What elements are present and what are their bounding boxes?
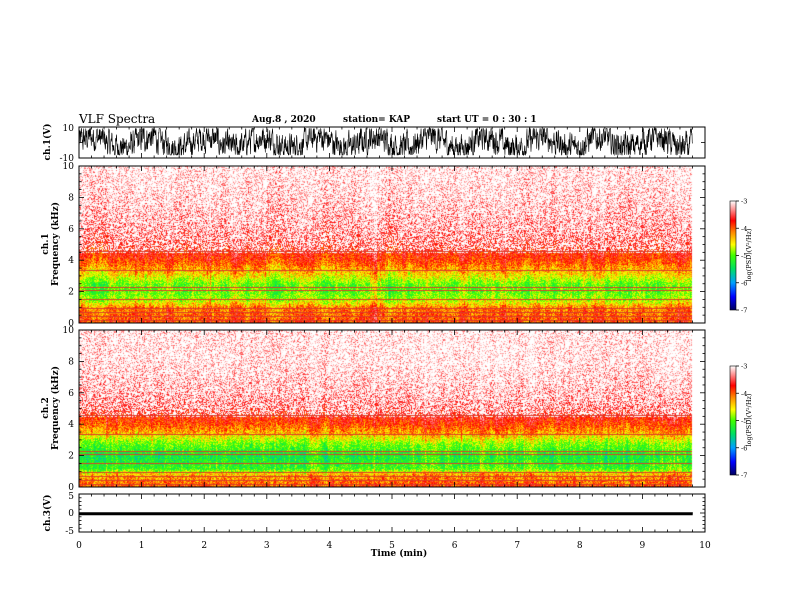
ch1-ylabel: ch.1(V) [42,124,53,161]
ch1-spec-ytick-label: 2 [68,288,74,298]
ch1-colorbar: -3 -4 -5 -6 -7 log(PSD)(V²/Hz) [729,198,753,315]
x-tick-label: 4 [327,541,333,551]
colorbar-tick-label: -5 [741,417,747,425]
colorbar-tick-label: -6 [741,279,747,287]
ch1-ytick-top: 10 [63,124,75,134]
ch2-freq-ylabel-line1: ch.2 [41,397,51,418]
x-tick-label: 10 [699,541,711,551]
x-tick-label: 1 [139,541,145,551]
x-tick-label: 6 [452,541,458,551]
ch1-colorbar-label: log(PSD)(V²/Hz) [745,228,753,281]
colorbar-tick-label: -4 [741,390,747,398]
ch2-spectrogram-image [79,330,705,487]
ch2-freq-ylabel-line2: Frequency (kHz) [50,366,61,450]
colorbar-tick-label: -7 [741,307,747,315]
ch2-spec-ytick-label: 6 [68,389,74,399]
x-axis-label: Time (min) [371,548,428,559]
ch1-colorbar-gradient [729,200,737,311]
x-tick-label: 8 [577,541,583,551]
ch3-waveform-trace [78,512,693,516]
ch3-ytick-top: 5 [68,492,74,502]
ch1-ytick-bottom: -10 [60,154,75,164]
start-time-label: start UT = 0 : 30 : 1 [437,115,537,125]
colorbar-tick-label: -6 [741,444,747,452]
ch2-spectrogram-ticks: 0 2 4 6 8 10 [63,326,706,493]
x-tick-label: 0 [76,541,82,551]
ch2-spec-ytick-label: 8 [68,357,74,367]
date-label: Aug.8 , 2020 [251,115,316,125]
ch1-spec-ytick-label: 6 [68,225,74,235]
ch2-spec-ytick-label: 2 [68,452,74,462]
x-tick-label: 7 [514,541,520,551]
colorbar-tick-label: -5 [741,252,747,260]
ch2-spec-ytick-label: 0 [68,483,74,493]
ch2-colorbar-ticks: -3 -4 -5 -6 -7 [736,363,747,480]
ch2-spectrogram-panel: 0 2 4 6 8 10 ch.2 Frequency (kHz) [41,326,706,493]
ch1-spec-ytick-label: 8 [68,193,74,203]
ch2-spec-ytick-label: 4 [68,420,74,430]
ch1-spec-ytick-label: 0 [68,319,74,329]
x-tick-label: 5 [389,541,395,551]
ch3-waveform-panel: 5 0 -5 ch.3(V) 0 1 2 3 4 5 6 7 8 9 10 Time (min) [42,492,711,559]
ch1-spec-ytick-label: 10 [63,162,75,172]
figure-title: VLF Spectra [78,112,155,126]
ch2-colorbar-label: log(PSD)(V²/Hz) [745,393,753,446]
x-tick-label: 2 [201,541,207,551]
ch1-spec-ytick-label: 4 [68,256,74,266]
ch1-waveform-trace [78,127,693,156]
ch1-waveform-ticks [78,126,706,159]
ch1-spectrogram-image [79,166,705,323]
ch3-ytick-mid: 0 [68,509,74,519]
ch2-colorbar-gradient [729,365,737,476]
ch1-freq-ylabel-line1: ch.1 [41,233,51,254]
station-label: station= KAP [343,115,410,125]
ch1-spectrogram-panel: 0 2 4 6 8 10 ch.1 Frequency (kHz) [41,162,706,329]
colorbar-tick-label: -4 [741,225,747,233]
ch2-spec-ytick-label: 10 [63,326,75,336]
ch1-freq-ylabel-line2: Frequency (kHz) [50,202,61,286]
ch1-waveform-panel: 10 -10 ch.1(V) [42,124,706,164]
colorbar-tick-label: -3 [741,363,747,371]
x-axis-tick-labels: 0 1 2 3 4 5 6 7 8 9 10 [76,541,711,551]
ch1-colorbar-ticks: -3 -4 -5 -6 -7 [736,198,747,315]
colorbar-tick-label: -3 [741,198,747,206]
ch1-spectrogram-ticks: 0 2 4 6 8 10 [63,162,706,329]
ch3-ylabel: ch.3(V) [42,495,53,532]
ch2-colorbar: -3 -4 -5 -6 -7 log(PSD)(V²/Hz) [729,363,753,480]
x-tick-label: 9 [640,541,646,551]
x-tick-label: 3 [264,541,270,551]
colorbar-tick-label: -7 [741,472,747,480]
ch3-ytick-bottom: -5 [65,527,74,537]
ch3-waveform-ticks [78,493,706,533]
